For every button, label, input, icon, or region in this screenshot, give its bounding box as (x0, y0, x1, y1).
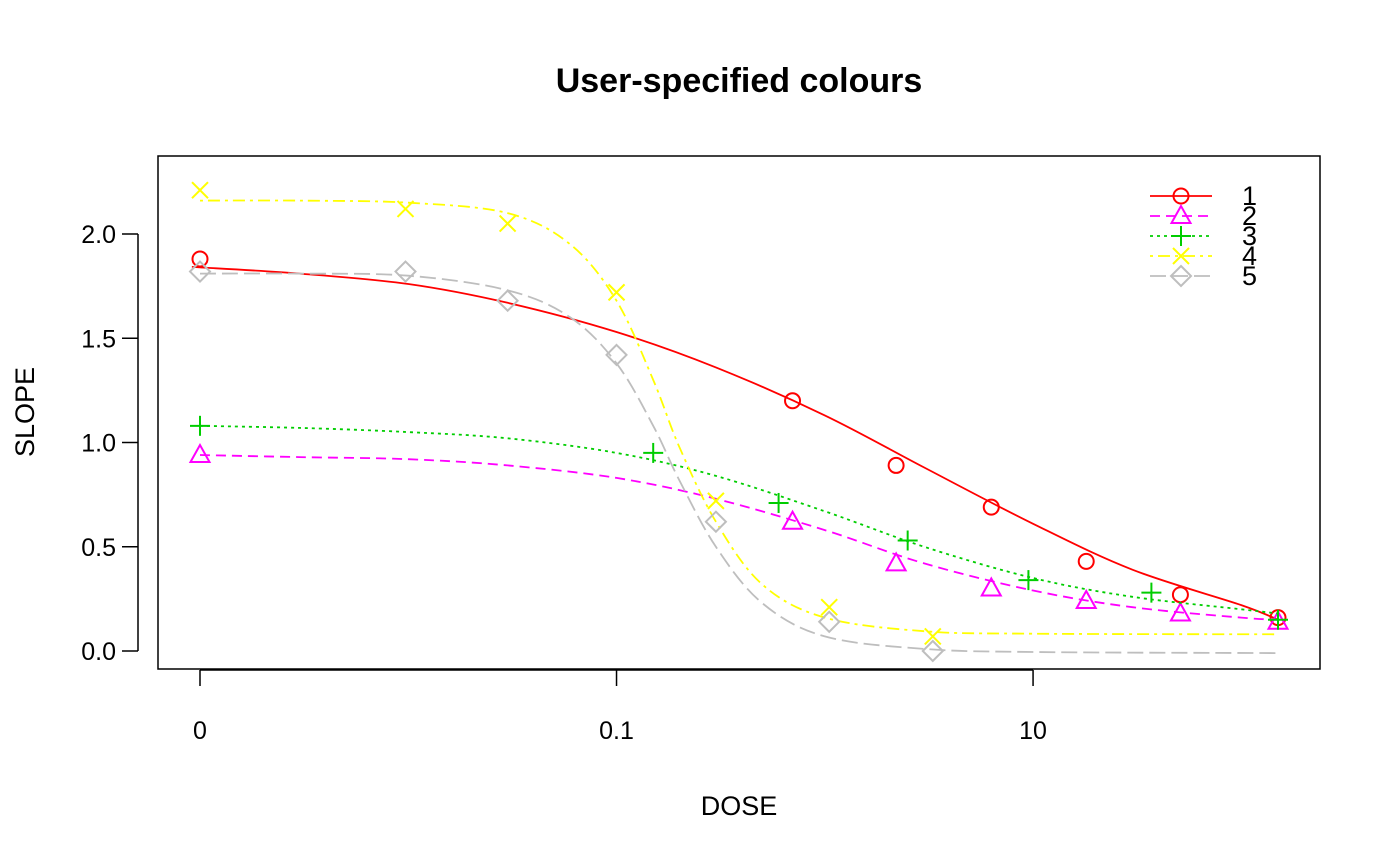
data-point (887, 456, 905, 474)
data-point (768, 492, 789, 513)
data-point (607, 283, 626, 302)
data-point (707, 492, 725, 510)
chart-title: User-specified colours (556, 62, 923, 100)
data-point (1268, 609, 1288, 630)
x-axis: 0 0.1 10 (193, 669, 1047, 745)
data-point (496, 289, 520, 313)
x-tick-label: 0.1 (599, 717, 634, 745)
legend-item-2: 2 (1150, 201, 1257, 231)
data-point (1075, 588, 1098, 609)
data-point (820, 598, 838, 616)
series-layer (188, 181, 1290, 663)
y-tick-label: 0.0 (81, 638, 116, 666)
data-point (188, 442, 212, 464)
legend-marker (1171, 226, 1191, 246)
legend-label: 1 (1242, 181, 1257, 211)
data-point (924, 627, 942, 646)
series-2 (188, 442, 1290, 630)
data-point (1171, 586, 1189, 604)
data-point (605, 343, 628, 367)
data-point (704, 510, 728, 534)
y-axis: 0.0 0.5 1.0 1.5 2.0 (81, 221, 139, 666)
y-tick-label: 2.0 (81, 221, 116, 249)
data-point (884, 551, 908, 572)
series-line-1 (191, 266, 1279, 621)
data-point (188, 260, 212, 283)
legend-item-4: 4 (1150, 241, 1257, 271)
data-point (980, 576, 1003, 597)
data-point (784, 392, 802, 410)
legend-marker (1169, 203, 1193, 224)
legend-marker (1172, 187, 1190, 205)
y-tick-label: 1.5 (81, 325, 116, 353)
data-point (643, 442, 664, 463)
data-point (191, 181, 209, 199)
x-tick-label: 10 (1019, 717, 1047, 745)
legend-item-1: 1 (1150, 181, 1257, 211)
plot-area-border (157, 155, 1321, 670)
legend-label: 2 (1242, 201, 1257, 231)
data-point (1169, 601, 1192, 622)
legend-label: 5 (1242, 261, 1257, 291)
data-point (394, 260, 417, 283)
legend-label: 4 (1242, 241, 1257, 271)
data-point (781, 509, 804, 530)
data-point (817, 610, 841, 634)
data-point (498, 214, 517, 233)
series-line-4 (199, 199, 1279, 636)
legend-marker (1169, 264, 1193, 288)
y-axis-label: SLOPE (10, 367, 40, 457)
series-line-5 (199, 272, 1279, 654)
data-point (897, 530, 918, 551)
legend-item-3: 3 (1150, 221, 1257, 251)
x-tick-label: 0 (193, 717, 207, 745)
data-point (1018, 570, 1039, 591)
legend-label: 3 (1242, 221, 1257, 251)
series-1 (191, 250, 1287, 627)
series-line-3 (199, 424, 1279, 615)
data-point (190, 415, 210, 436)
data-point (1141, 582, 1162, 603)
data-point (982, 498, 1000, 516)
data-point (191, 250, 209, 268)
series-3 (190, 415, 1288, 630)
y-tick-label: 0.5 (81, 534, 116, 562)
data-point (1077, 552, 1095, 570)
series-4 (191, 181, 1279, 646)
data-point (921, 639, 945, 663)
series-line-2 (199, 454, 1279, 621)
legend-marker (1172, 247, 1190, 265)
y-tick-label: 1.0 (81, 430, 116, 458)
legend-item-5: 5 (1150, 261, 1257, 291)
series-5 (188, 260, 1279, 663)
data-point (396, 200, 415, 218)
x-axis-label: DOSE (701, 791, 778, 821)
